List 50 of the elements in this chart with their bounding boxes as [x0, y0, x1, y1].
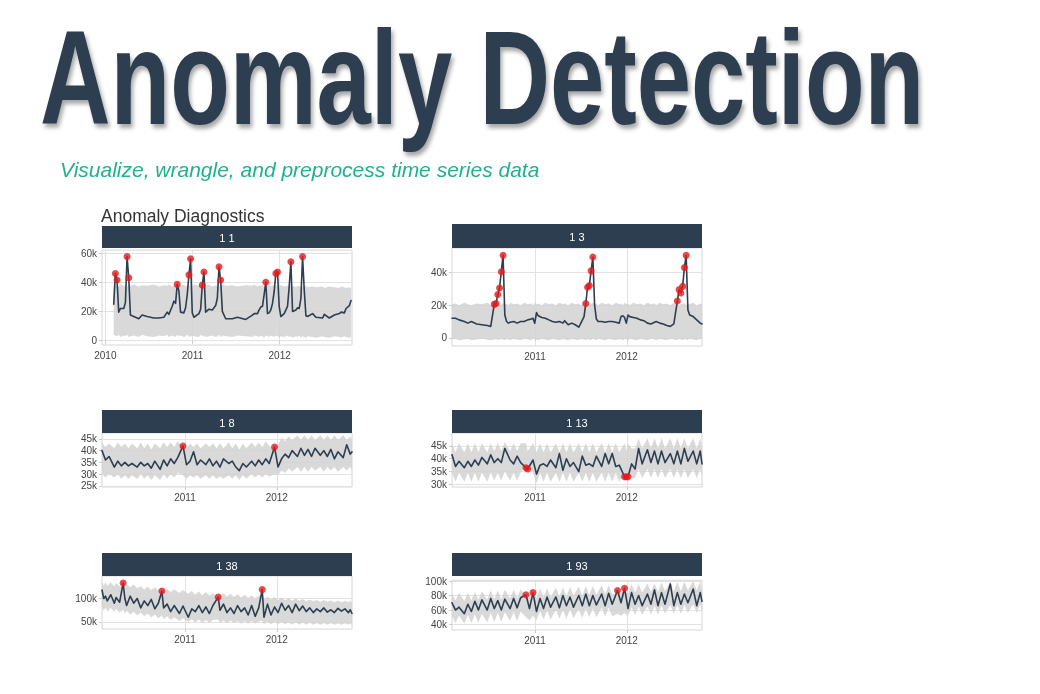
- chart-title: 1 3: [569, 231, 585, 243]
- x-tick-label: 2012: [265, 633, 289, 645]
- y-tick-label: 40k: [430, 453, 448, 465]
- title-strip: 1 1: [102, 226, 352, 248]
- title-strip: 1 8: [102, 410, 352, 433]
- x-tick-label: 2012: [615, 491, 639, 503]
- y-tick-label: 60k: [80, 247, 98, 259]
- y-tick-label: 0: [91, 335, 98, 347]
- y-tick-label: 30k: [80, 468, 98, 480]
- x-tick-label: 2011: [524, 491, 547, 503]
- y-tick-label: 0: [441, 332, 448, 344]
- x-tick-label: 2011: [174, 633, 197, 645]
- y-tick-label: 30k: [430, 478, 448, 490]
- y-tick-label: 50k: [80, 616, 98, 628]
- x-tick-label: 2012: [615, 350, 639, 362]
- y-tick-label: 35k: [430, 466, 448, 478]
- chart-title: 1 38: [216, 560, 238, 572]
- y-tick-label: 45k: [80, 433, 98, 445]
- x-tick-label: 2011: [524, 634, 547, 646]
- title-strip: 1 3: [452, 224, 702, 248]
- title-strip: 1 13: [452, 410, 702, 433]
- y-tick-label: 100k: [75, 593, 98, 605]
- text: Visualize, wrangle, and preprocess time series data: [60, 158, 540, 181]
- y-tick-label: 40k: [430, 619, 448, 631]
- y-tick-label: 40k: [430, 267, 448, 278]
- x-tick-label: 2011: [181, 349, 204, 361]
- text: Anomaly Diagnostics: [101, 206, 265, 226]
- y-tick-label: 20k: [80, 305, 98, 317]
- text: Anomaly Detection: [40, 4, 925, 152]
- y-tick-label: 35k: [80, 456, 98, 468]
- y-tick-label: 100k: [425, 575, 448, 587]
- title-strip: 1 93: [452, 553, 702, 576]
- y-tick-label: 60k: [430, 604, 448, 616]
- title-strip: 1 38: [102, 553, 352, 576]
- y-tick-label: 80k: [430, 590, 448, 602]
- x-tick-label: 2011: [524, 350, 547, 362]
- x-tick-label: 2011: [174, 491, 197, 503]
- x-tick-label: 2012: [265, 491, 289, 503]
- chart-title: 1 13: [566, 417, 588, 429]
- y-tick-label: 45k: [430, 440, 448, 452]
- y-tick-label: 40k: [80, 445, 98, 457]
- x-tick-label: 2012: [615, 634, 639, 646]
- x-tick-label: 2010: [94, 349, 117, 361]
- chart-title: 1 93: [566, 560, 588, 572]
- chart-title: 1 1: [219, 232, 235, 244]
- y-tick-label: 40k: [80, 276, 98, 288]
- x-tick-label: 2012: [268, 349, 292, 361]
- y-tick-label: 20k: [430, 299, 448, 311]
- y-tick-label: 25k: [80, 480, 98, 492]
- chart-title: 1 8: [219, 417, 235, 429]
